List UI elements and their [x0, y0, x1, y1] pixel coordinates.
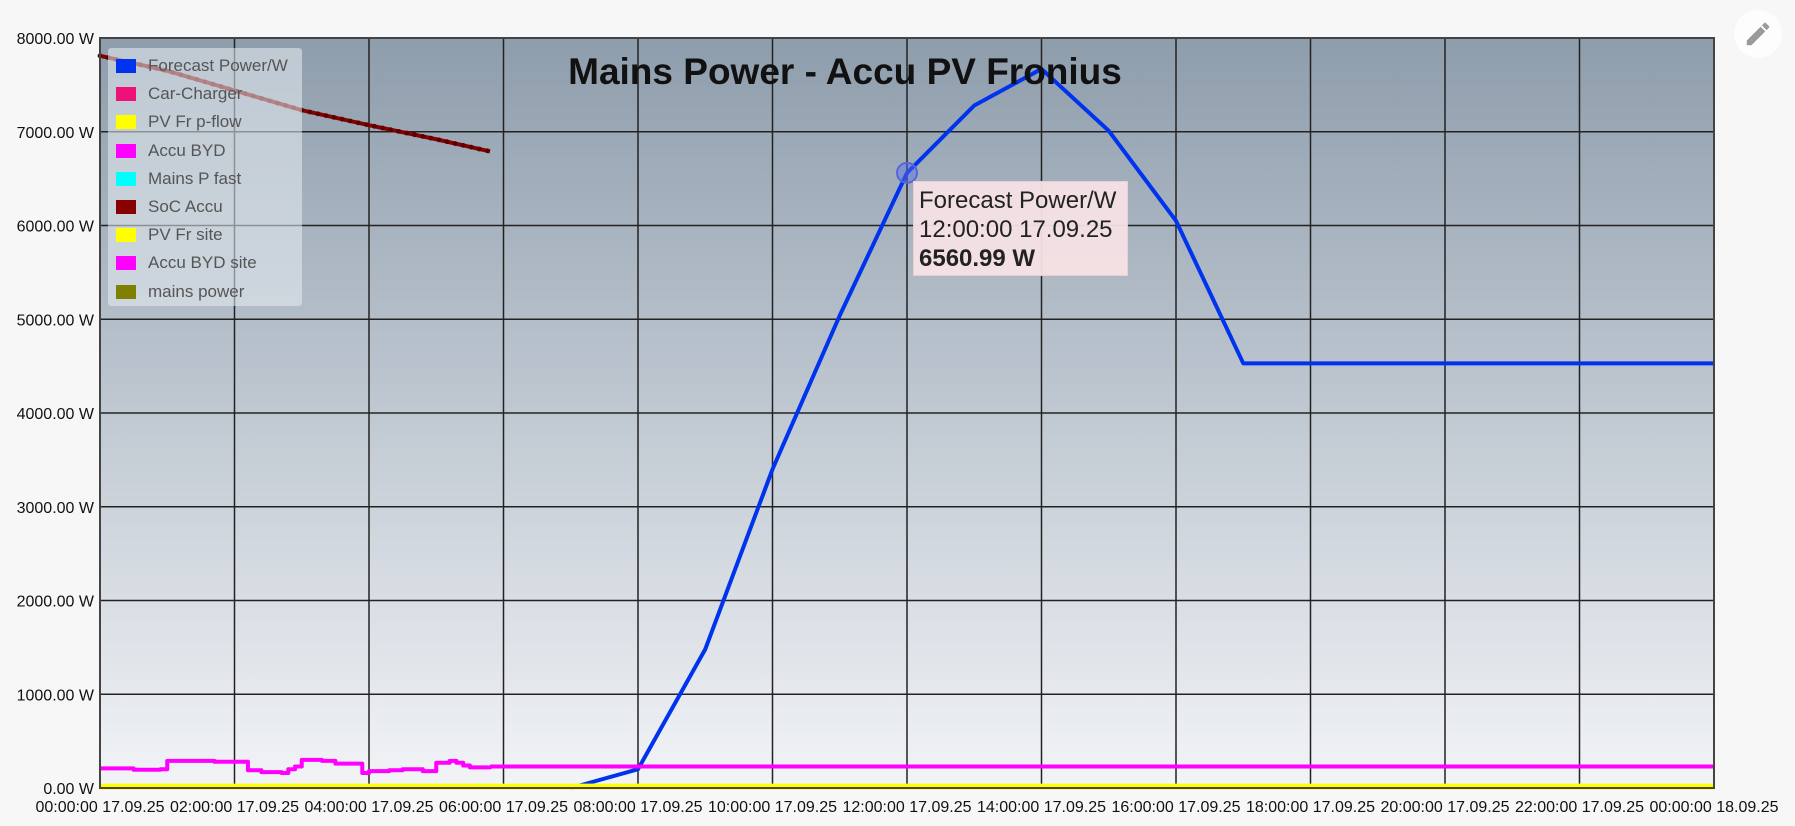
series-point-soc-accu — [484, 148, 490, 154]
legend-swatch — [116, 200, 136, 214]
series-point-soc-accu — [468, 144, 474, 150]
legend-swatch — [116, 256, 136, 271]
series-point-soc-accu — [380, 125, 385, 131]
legend-label: PV Fr p-flow — [148, 112, 242, 132]
legend-item-accu-byd[interactable]: Accu BYD — [116, 140, 225, 162]
legend-label: Forecast Power/W — [148, 56, 288, 75]
series-line-forecast-power-w — [570, 66, 1714, 790]
legend-item-pv-fr-site[interactable]: PV Fr site — [116, 224, 223, 246]
series-point-soc-accu — [323, 113, 329, 118]
legend: Forecast Power/W Car-Charger PV Fr p-flow A… — [108, 48, 302, 306]
series-point-soc-accu — [347, 118, 353, 124]
legend-swatch — [116, 143, 136, 158]
series-point-soc-accu — [371, 123, 377, 129]
y-tick-label: 1000.00 W — [17, 687, 95, 704]
x-tick-label: 14:00:00 17.09.25 — [977, 799, 1106, 816]
legend-swatch — [116, 284, 136, 299]
series-point-soc-accu — [460, 142, 466, 148]
y-tick-label: 3000.00 W — [17, 500, 95, 517]
tooltip-time: 12:00:00 17.09.25 — [919, 216, 1113, 243]
legend-swatch — [116, 171, 136, 186]
plot-border — [99, 37, 1715, 789]
y-tick-label: 2000.00 W — [17, 594, 95, 611]
legend-label: SoC Accu — [148, 197, 223, 216]
x-tick-label: 00:00:00 17.09.25 — [35, 799, 164, 816]
legend-label: Accu BYD site — [148, 253, 257, 273]
chart-title: Mains Power - Accu PV Fronius — [568, 51, 1122, 92]
series-point-soc-accu — [363, 122, 369, 127]
tooltip-series: Forecast Power/W — [919, 187, 1117, 214]
legend-label: Accu BYD — [148, 140, 226, 160]
y-axis-labels: 8000.00 W 7000.00 W 6000.00 W 5000.00 W 4000… — [17, 31, 95, 798]
legend-swatch — [116, 228, 136, 243]
pencil-icon — [1746, 22, 1770, 46]
series-point-soc-accu — [428, 135, 434, 141]
series-point-soc-accu — [315, 111, 321, 117]
series-layer — [97, 53, 1714, 790]
series-point-soc-accu — [444, 139, 450, 145]
series-point-soc-accu — [355, 120, 361, 126]
x-tick-label: 04:00:00 17.09.25 — [304, 799, 433, 816]
y-tick-label: 5000.00 W — [17, 312, 95, 329]
x-axis-labels: 00:00:00 17.09.25 02:00:00 17.09.25 04:00:… — [35, 799, 1778, 816]
legend-item-accu-byd-site[interactable]: Accu BYD site — [116, 252, 257, 274]
series-point-soc-accu — [420, 134, 426, 139]
x-tick-label: 16:00:00 17.09.25 — [1111, 799, 1240, 816]
series-point-soc-accu — [436, 137, 442, 143]
series-point-soc-accu — [307, 109, 313, 115]
x-tick-label: 12:00:00 17.09.25 — [842, 799, 971, 816]
legend-item-soc-accu[interactable]: SoC Accu — [116, 196, 223, 218]
series-point-soc-accu — [331, 114, 337, 120]
legend-swatch — [116, 87, 136, 102]
legend-label: PV Fr site — [148, 225, 223, 245]
x-tick-label: 02:00:00 17.09.25 — [170, 799, 299, 816]
series-point-soc-accu — [452, 141, 458, 146]
legend-item-forecast-power-w[interactable]: Forecast Power/W — [116, 55, 288, 77]
x-tick-label: 18:00:00 17.09.25 — [1246, 799, 1375, 816]
x-tick-label: 08:00:00 17.09.25 — [573, 799, 702, 816]
y-tick-label: 6000.00 W — [17, 219, 95, 236]
legend-item-pv-fr-p-flow[interactable]: PV Fr p-flow — [116, 111, 242, 133]
series-point-soc-accu — [412, 132, 418, 138]
x-tick-label: 22:00:00 17.09.25 — [1515, 799, 1644, 816]
series-point-soc-accu — [339, 116, 345, 122]
legend-item-mains-power[interactable]: mains power — [116, 281, 244, 303]
y-tick-label: 7000.00 W — [17, 125, 95, 142]
hover-marker — [896, 161, 918, 184]
edit-button[interactable] — [1734, 10, 1782, 58]
hover-point — [896, 161, 918, 184]
legend-label: mains power — [148, 281, 245, 301]
y-tick-label: 0.00 W — [43, 781, 95, 798]
x-tick-label: 20:00:00 17.09.25 — [1380, 799, 1509, 816]
y-tick-label: 8000.00 W — [17, 31, 95, 48]
tooltip: Forecast Power/W 12:00:00 17.09.25 6560.… — [913, 181, 1128, 276]
legend-item-mains-p-fast[interactable]: Mains P fast — [116, 168, 241, 190]
legend-swatch — [116, 59, 136, 73]
tooltip-value: 6560.99 W — [919, 245, 1036, 272]
legend-item-car-charger[interactable]: Car-Charger — [116, 83, 242, 105]
x-tick-label: 00:00:00 18.09.25 — [1649, 799, 1778, 816]
series-line-accu-byd — [100, 757, 493, 775]
x-tick-label: 06:00:00 17.09.25 — [439, 799, 568, 816]
legend-label: Car-Charger — [148, 84, 243, 104]
series-point-soc-accu — [404, 130, 410, 136]
series-point-soc-accu — [396, 128, 401, 134]
x-tick-label: 10:00:00 17.09.25 — [708, 799, 837, 816]
y-tick-label: 4000.00 W — [17, 406, 95, 423]
series-point-soc-accu — [476, 146, 482, 152]
legend-swatch — [116, 115, 136, 130]
series-point-soc-accu — [388, 127, 393, 133]
legend-label: Mains P fast — [148, 168, 242, 188]
